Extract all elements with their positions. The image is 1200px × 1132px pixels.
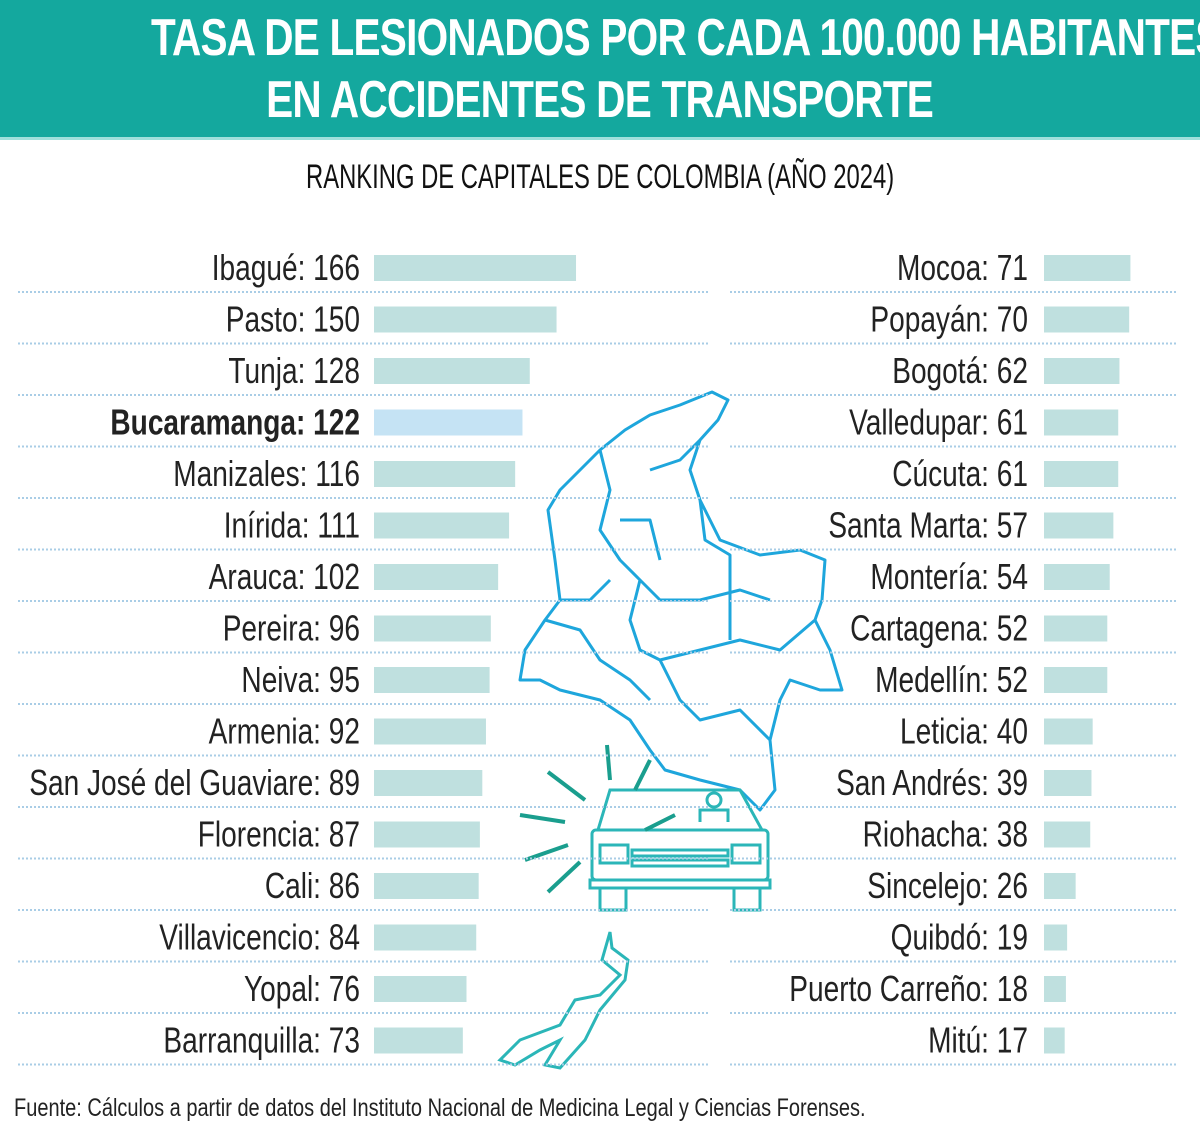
- bar: [374, 821, 480, 848]
- bar-label: Manizales: 116: [173, 454, 360, 494]
- bar-label: Bucaramanga: 122: [110, 402, 360, 442]
- header-band: TASA DE LESIONADOS POR CADA 100.000 HABI…: [0, 0, 1200, 140]
- bar-label: Medellín: 52: [875, 660, 1028, 700]
- bar: [1044, 1027, 1065, 1054]
- bar-label: Ibagué: 166: [212, 248, 360, 288]
- chart-rows: Ibagué: 166 Pasto: 150 Tunja: 128 Bucaraman…: [18, 248, 1176, 1066]
- bar-label: Mocoa: 71: [897, 248, 1028, 288]
- bar: [1044, 821, 1091, 848]
- title-line-2: EN ACCIDENTES DE TRANSPORTE: [266, 71, 934, 129]
- bar-label: Popayán: 70: [870, 299, 1028, 339]
- bar: [1044, 873, 1076, 899]
- bar-label: Valledupar: 61: [849, 402, 1028, 442]
- bar-label: Barranquilla: 73: [163, 1020, 360, 1060]
- bar-label: Arauca: 102: [209, 557, 360, 597]
- bar-label: Cartagena: 52: [850, 608, 1028, 648]
- bar: [1044, 358, 1120, 384]
- bar: [1044, 306, 1130, 333]
- bar-label: Quibdó: 19: [891, 917, 1028, 957]
- bar: [1044, 255, 1131, 281]
- bar: [374, 976, 467, 1002]
- bar-label: Sincelejo: 26: [867, 866, 1028, 906]
- bar-label: Cali: 86: [265, 866, 360, 906]
- bar: [1044, 718, 1093, 745]
- bar: [374, 873, 479, 899]
- bar-label: San Andrés: 39: [836, 763, 1028, 803]
- bar-label: Santa Marta: 57: [828, 505, 1028, 545]
- bar: [1044, 615, 1108, 642]
- bar-label: Neiva: 95: [241, 660, 360, 700]
- bar: [1044, 512, 1114, 539]
- bar-label: Pereira: 96: [223, 608, 360, 648]
- bar-label: Montería: 54: [870, 557, 1028, 597]
- bar: [1044, 461, 1119, 487]
- bar: [374, 255, 577, 281]
- bar: [374, 306, 557, 333]
- body-outline-icon: [497, 931, 630, 1070]
- bar: [374, 461, 516, 487]
- bar: [1044, 976, 1066, 1002]
- bar-label: Tunja: 128: [228, 351, 360, 391]
- bar: [374, 358, 530, 384]
- source-note: Fuente: Cálculos a partir de datos del I…: [14, 1094, 866, 1122]
- bar-label: Puerto Carreño: 18: [789, 969, 1028, 1009]
- bar-label: Pasto: 150: [226, 299, 360, 339]
- bar: [1044, 924, 1068, 951]
- bar-label: Riohacha: 38: [863, 814, 1028, 854]
- bar: [374, 924, 477, 951]
- bar-label: Florencia: 87: [198, 814, 360, 854]
- illustration: [497, 390, 844, 1070]
- title-line-1: TASA DE LESIONADOS POR CADA 100.000 HABI…: [150, 9, 1200, 67]
- impact-lines-icon: [519, 744, 676, 894]
- bar: [1044, 409, 1119, 436]
- bar-label: Villavicencio: 84: [159, 917, 360, 957]
- bar: [374, 1027, 463, 1054]
- bar: [374, 615, 491, 642]
- bar: [374, 770, 483, 796]
- bar: [1044, 564, 1110, 590]
- bar: [374, 512, 510, 539]
- bar-label: Mitú: 17: [928, 1020, 1028, 1060]
- bar: [1044, 770, 1092, 796]
- bar: [374, 564, 499, 590]
- bar-label: Armenia: 92: [209, 711, 360, 751]
- bar: [374, 718, 486, 745]
- bar: [374, 409, 523, 436]
- bar-label: Bogotá: 62: [892, 351, 1028, 391]
- bar-label: San José del Guaviare: 89: [29, 763, 360, 803]
- bar-label: Inírida: 111: [224, 505, 360, 545]
- subtitle: RANKING DE CAPITALES DE COLOMBIA (AÑO 20…: [305, 158, 895, 196]
- bar-label: Cúcuta: 61: [892, 454, 1028, 494]
- bar: [374, 667, 490, 693]
- colombia-map-icon: [518, 390, 844, 812]
- bar-label: Leticia: 40: [900, 711, 1028, 751]
- car-icon: [588, 788, 772, 912]
- bar-label: Yopal: 76: [244, 969, 360, 1009]
- bar: [1044, 667, 1108, 693]
